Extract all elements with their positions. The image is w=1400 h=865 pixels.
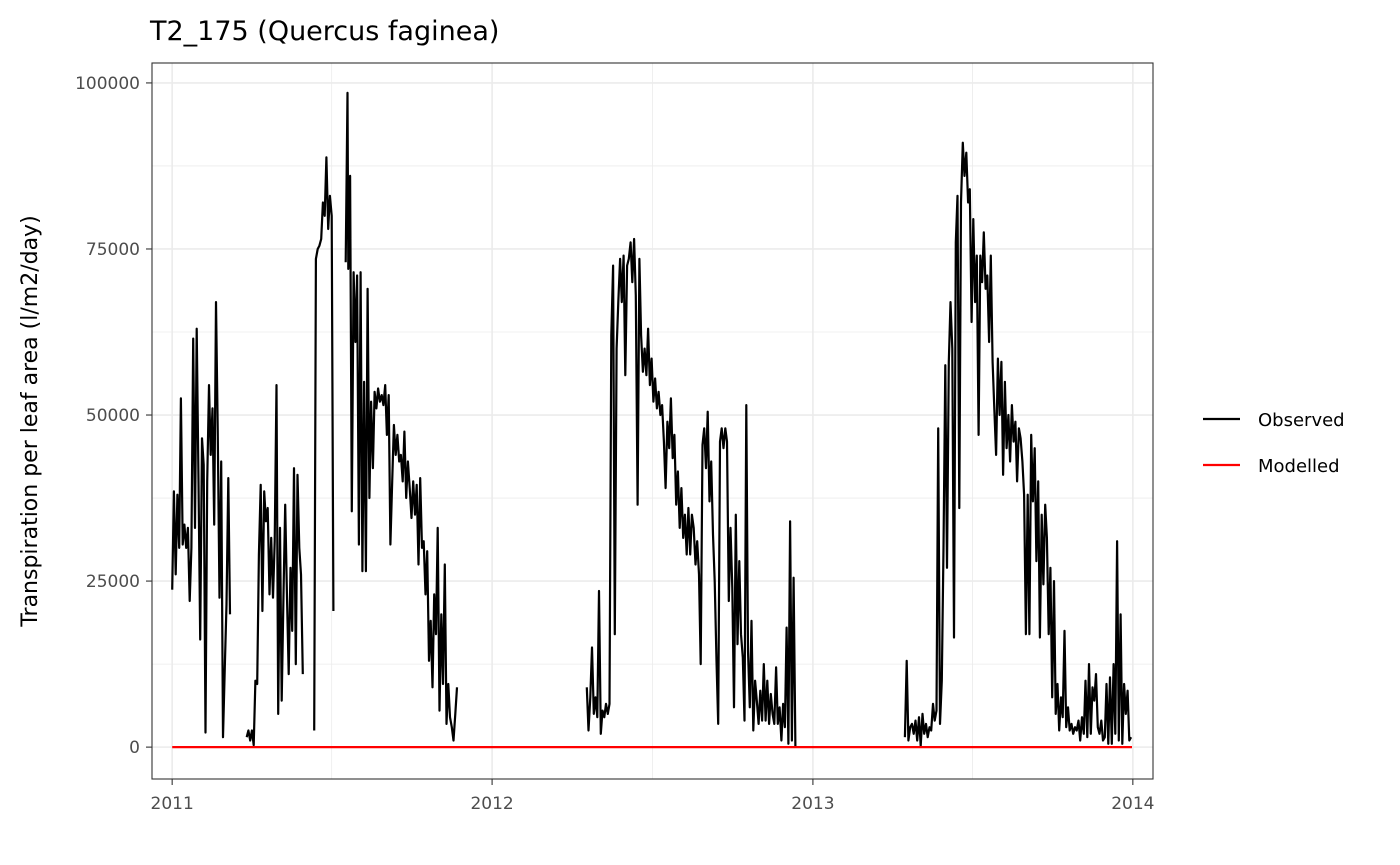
x-tick-label: 2014	[1111, 794, 1154, 814]
x-axis: 2011 2012 2013 2014	[151, 779, 1154, 814]
legend-item-observed: Observed	[1203, 410, 1345, 431]
y-tick-label: 25000	[86, 572, 140, 592]
series-line-observed	[903, 141, 1133, 747]
y-tick-label: 75000	[86, 240, 140, 260]
y-tick-label: 0	[129, 738, 140, 758]
legend: Observed Modelled	[1203, 410, 1345, 477]
series-line-observed	[344, 91, 459, 742]
x-tick-label: 2012	[470, 794, 513, 814]
legend-label-observed: Observed	[1258, 410, 1345, 431]
legend-label-modelled: Modelled	[1258, 456, 1340, 477]
plot-panel-border	[151, 62, 1154, 780]
series-line-observed	[171, 301, 232, 739]
y-tick-label: 50000	[86, 406, 140, 426]
series-line-observed	[585, 237, 797, 748]
series-line-observed	[245, 384, 304, 747]
y-axis: 0 25000 50000 75000 100000	[75, 74, 152, 758]
series-line-observed	[313, 156, 335, 731]
x-tick-label: 2011	[151, 794, 194, 814]
y-tick-label: 100000	[75, 74, 140, 94]
x-tick-label: 2013	[791, 794, 834, 814]
series-layer	[171, 91, 1133, 749]
legend-item-modelled: Modelled	[1203, 456, 1340, 477]
y-axis-title: Transpiration per leaf area (l/m2/day)	[18, 215, 43, 627]
chart-title: T2_175 (Quercus faginea)	[149, 16, 499, 47]
